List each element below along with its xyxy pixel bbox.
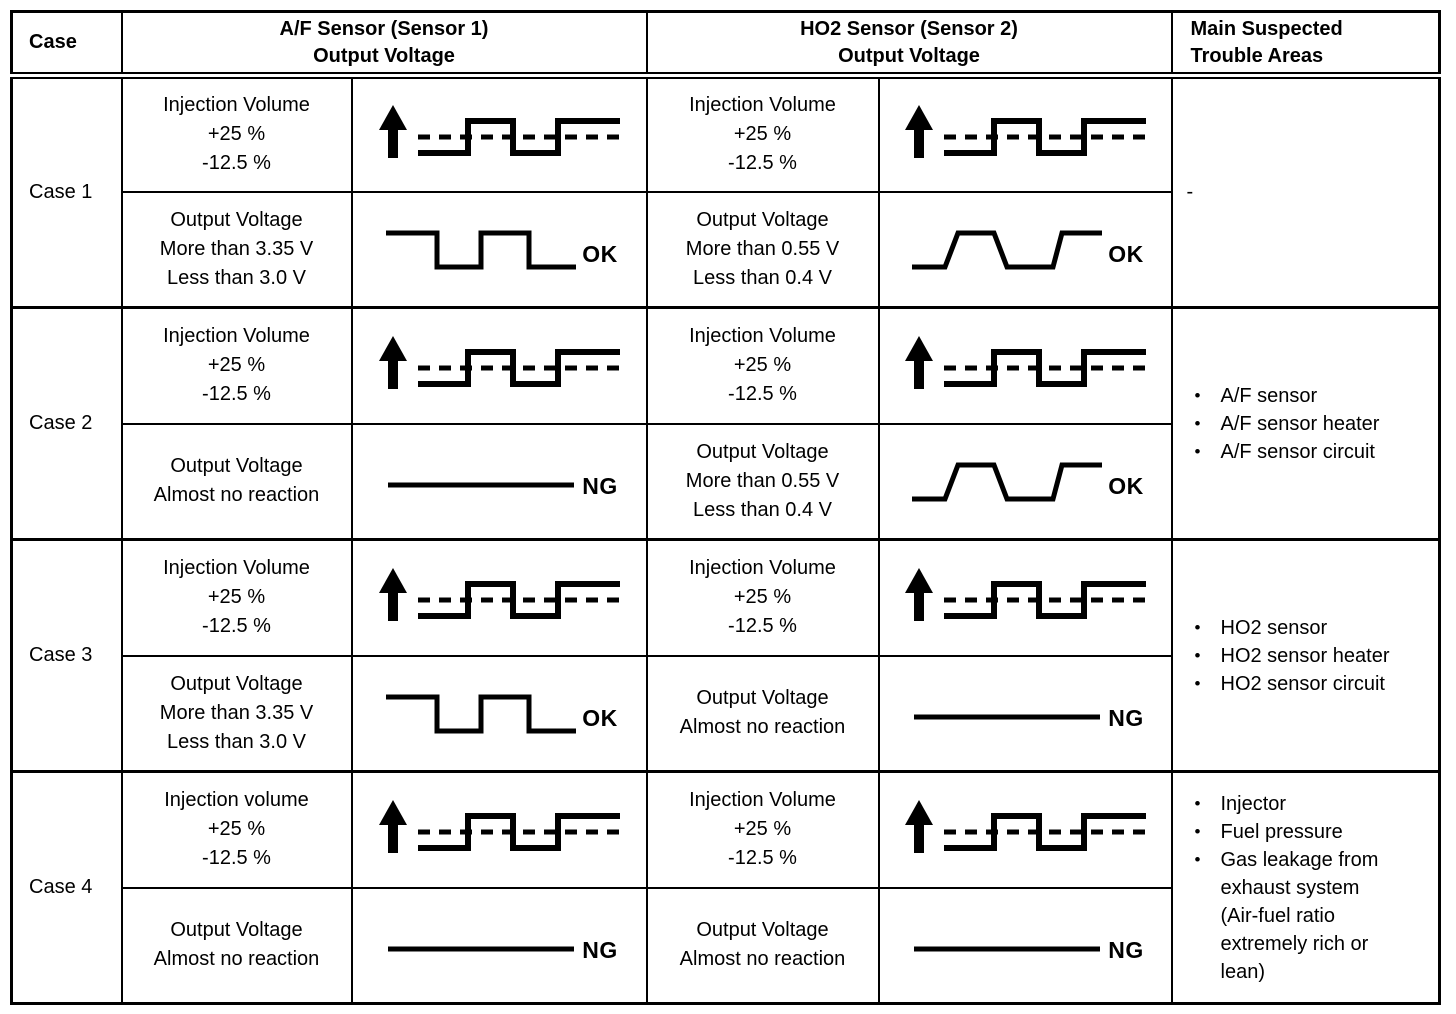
case2-ho2-injection-waveform: [877, 306, 1173, 425]
case3-af-injection-text: Injection Volume +25 % -12.5 %: [120, 538, 353, 657]
col-header-af-sensor: A/F Sensor (Sensor 1) Output Voltage: [120, 10, 648, 79]
case3-output-row: Output Voltage More than 3.35 V Less tha…: [12, 654, 1440, 773]
case4-af-output-waveform: NG: [350, 886, 648, 1005]
result-label: OK: [582, 240, 618, 267]
trouble-item: • HO2 sensor circuit: [1195, 670, 1433, 698]
result-label: OK: [1108, 472, 1144, 499]
result-label: NG: [1108, 704, 1144, 731]
injection-step-wave-arrow-icon: [374, 566, 624, 630]
case2-af-output-text: Output Voltage Almost no reaction: [120, 422, 353, 541]
case4-af-injection-text: Injection volume +25 % -12.5 %: [120, 770, 353, 889]
flat-line-icon: [380, 913, 580, 977]
col-header-ho2-sensor: HO2 Sensor (Sensor 2) Output Voltage: [645, 10, 1173, 79]
square-wave-icon: [380, 681, 580, 745]
case4-injection-row: Case 4 Injection volume +25 % -12.5 % In…: [10, 770, 1441, 1005]
case3-label: Case 3: [10, 538, 123, 773]
case1-ho2-injection-waveform: [877, 74, 1173, 193]
case1-af-output-waveform: OK: [350, 190, 648, 309]
trouble-item: • Fuel pressure: [1195, 818, 1433, 846]
bullet-icon: •: [1194, 441, 1201, 461]
result-label: OK: [1108, 240, 1144, 267]
trouble-item: • HO2 sensor: [1195, 614, 1433, 642]
bullet-icon: •: [1194, 385, 1201, 405]
case4-ho2-injection-text: Injection Volume +25 % -12.5 %: [645, 770, 880, 889]
case1-af-injection-text: Injection Volume +25 % -12.5 %: [120, 74, 353, 193]
result-label: OK: [582, 704, 618, 731]
case3-ho2-output-text: Output Voltage Almost no reaction: [645, 654, 880, 773]
trouble-item: • HO2 sensor heater: [1195, 642, 1433, 670]
result-label: NG: [582, 936, 618, 963]
case2-injection-row: Case 2 Injection Volume +25 % -12.5 % In…: [10, 306, 1441, 541]
injection-step-wave-arrow-icon: [900, 103, 1150, 167]
case3-ho2-output-waveform: NG: [877, 654, 1173, 773]
trouble-dash: -: [1186, 181, 1194, 203]
bullet-icon: •: [1194, 673, 1201, 693]
result-label: NG: [1108, 936, 1144, 963]
case3-injection-row: Case 3 Injection Volume +25 % -12.5 % In…: [10, 538, 1441, 773]
header-row: Case A/F Sensor (Sensor 1) Output Voltag…: [10, 10, 1441, 79]
case1-ho2-output-waveform: OK: [877, 190, 1173, 309]
case1-ho2-output-text: Output Voltage More than 0.55 V Less tha…: [645, 190, 880, 309]
case2-ho2-output-text: Output Voltage More than 0.55 V Less tha…: [645, 422, 880, 541]
case1-injection-row: Case 1 Injection Volume +25 % -12.5 % In…: [10, 74, 1441, 309]
flat-line-icon: [380, 449, 580, 513]
case2-label: Case 2: [10, 306, 123, 541]
bullet-icon: •: [1194, 849, 1201, 869]
trouble-item: • A/F sensor circuit: [1195, 438, 1433, 466]
injection-step-wave-arrow-icon: [374, 334, 624, 398]
case3-af-injection-waveform: [350, 538, 648, 657]
case4-af-output-text: Output Voltage Almost no reaction: [120, 886, 353, 1005]
trapezoid-wave-icon: [906, 449, 1106, 513]
case2-output-row: Output Voltage Almost no reaction NG Out…: [12, 422, 1440, 541]
case2-af-output-waveform: NG: [350, 422, 648, 541]
result-label: NG: [582, 472, 618, 499]
case4-ho2-output-text: Output Voltage Almost no reaction: [645, 886, 880, 1005]
case4-trouble-areas: • Injector • Fuel pressure • Gas leakage fr…: [1170, 770, 1441, 1005]
col-header-case: Case: [10, 10, 123, 79]
case2-ho2-injection-text: Injection Volume +25 % -12.5 %: [645, 306, 880, 425]
case3-af-output-waveform: OK: [350, 654, 648, 773]
injection-step-wave-arrow-icon: [900, 334, 1150, 398]
case2-af-injection-text: Injection Volume +25 % -12.5 %: [120, 306, 353, 425]
flat-line-icon: [906, 913, 1106, 977]
case3-af-output-text: Output Voltage More than 3.35 V Less tha…: [120, 654, 353, 773]
case1-ho2-injection-text: Injection Volume +25 % -12.5 %: [645, 74, 880, 193]
case1-output-row: Output Voltage More than 3.35 V Less tha…: [12, 190, 1440, 309]
case3-ho2-injection-waveform: [877, 538, 1173, 657]
case1-label: Case 1: [10, 74, 123, 309]
square-wave-icon: [380, 217, 580, 281]
case3-ho2-injection-text: Injection Volume +25 % -12.5 %: [645, 538, 880, 657]
injection-step-wave-arrow-icon: [900, 798, 1150, 862]
bullet-icon: •: [1194, 617, 1201, 637]
case4-output-row: Output Voltage Almost no reaction NG Out…: [12, 886, 1440, 1005]
injection-step-wave-arrow-icon: [374, 798, 624, 862]
case2-ho2-output-waveform: OK: [877, 422, 1173, 541]
bullet-icon: •: [1194, 645, 1201, 665]
case4-ho2-injection-waveform: [877, 770, 1173, 889]
trouble-item: • Gas leakage from exhaust system (Air-fu…: [1195, 846, 1433, 986]
sensor-diagnostic-table: Case A/F Sensor (Sensor 1) Output Voltag…: [10, 10, 1441, 1005]
case4-af-injection-waveform: [350, 770, 648, 889]
bullet-icon: •: [1194, 821, 1201, 841]
trouble-item: • Injector: [1195, 790, 1433, 818]
case2-af-injection-waveform: [350, 306, 648, 425]
injection-step-wave-arrow-icon: [900, 566, 1150, 630]
trouble-item: • A/F sensor: [1195, 382, 1433, 410]
case1-af-output-text: Output Voltage More than 3.35 V Less tha…: [120, 190, 353, 309]
flat-line-icon: [906, 681, 1106, 745]
trapezoid-wave-icon: [906, 217, 1106, 281]
bullet-icon: •: [1194, 413, 1201, 433]
case3-trouble-areas: • HO2 sensor • HO2 sensor heater • HO2 sens…: [1170, 538, 1441, 773]
case4-ho2-output-waveform: NG: [877, 886, 1173, 1005]
col-header-trouble-areas: Main Suspected Trouble Areas: [1170, 10, 1441, 79]
injection-step-wave-arrow-icon: [374, 103, 624, 167]
case1-trouble-areas: -: [1170, 74, 1441, 309]
case1-af-injection-waveform: [350, 74, 648, 193]
case4-label: Case 4: [10, 770, 123, 1005]
case2-trouble-areas: • A/F sensor • A/F sensor heater • A/F sens…: [1170, 306, 1441, 541]
trouble-item: • A/F sensor heater: [1195, 410, 1433, 438]
bullet-icon: •: [1194, 793, 1201, 813]
